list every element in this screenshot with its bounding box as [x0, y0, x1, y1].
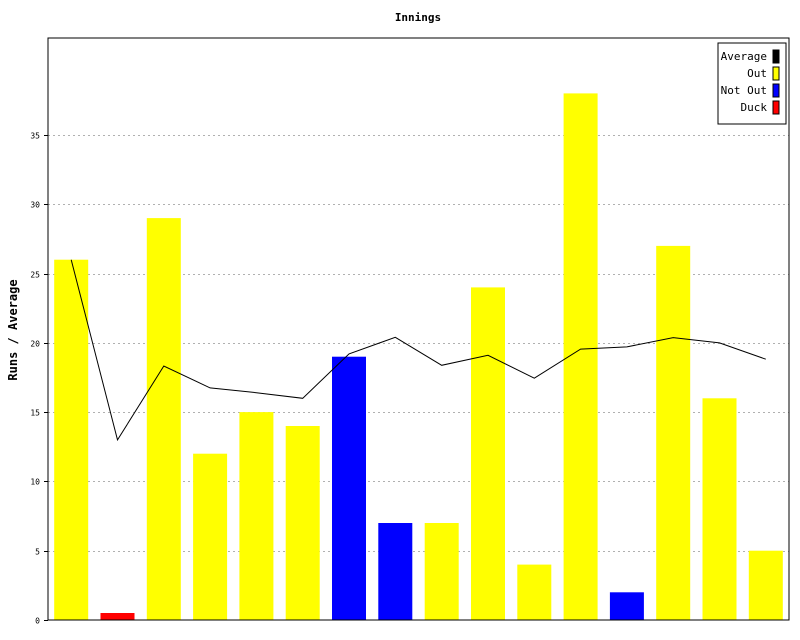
bar-6-out — [285, 426, 320, 620]
bar-4-out — [193, 453, 228, 620]
legend-swatch-out — [772, 66, 780, 81]
chart-title: Innings — [395, 11, 441, 24]
y-axis-label: Runs / Average — [6, 279, 20, 380]
legend-label-average: Average — [721, 50, 767, 63]
bar-11-out — [517, 564, 552, 620]
legend: Average Out Not Out Duck — [717, 42, 787, 125]
bar-1-out — [54, 259, 89, 620]
y-tick-label: 5 — [35, 548, 40, 557]
average-line — [70, 259, 766, 442]
plot-frame — [47, 37, 790, 621]
legend-swatch-average — [772, 49, 780, 64]
y-tick-label: 35 — [30, 132, 40, 141]
y-tick-label: 30 — [30, 201, 40, 210]
legend-label-not-out: Not Out — [721, 84, 767, 97]
y-tick-label: 15 — [30, 409, 40, 418]
bar-5-out — [239, 412, 274, 620]
y-tick-label: 0 — [35, 617, 40, 626]
y-tick-label: 10 — [30, 478, 40, 487]
legend-swatch-not-out — [772, 83, 780, 98]
bar-2-duck — [100, 613, 135, 620]
bar-8-not-out — [378, 523, 413, 620]
legend-swatch-duck — [772, 100, 780, 115]
bar-7-not-out — [332, 356, 366, 620]
legend-label-out: Out — [747, 67, 767, 80]
bar-3-out — [146, 218, 181, 620]
bar-14-out — [656, 245, 691, 620]
legend-label-duck: Duck — [741, 101, 768, 114]
average-line-group — [70, 259, 766, 442]
grid-lines — [48, 135, 789, 552]
bar-16-out — [748, 550, 783, 620]
y-axis-ticks: 0 5 10 15 20 25 30 35 — [30, 132, 48, 626]
bar-10-out — [471, 287, 505, 620]
y-tick-label: 20 — [30, 340, 40, 349]
bar-13-not-out — [609, 592, 644, 620]
y-tick-label: 25 — [30, 271, 40, 280]
bars — [54, 93, 783, 620]
bar-15-out — [702, 398, 737, 620]
bar-9-out — [424, 523, 459, 620]
